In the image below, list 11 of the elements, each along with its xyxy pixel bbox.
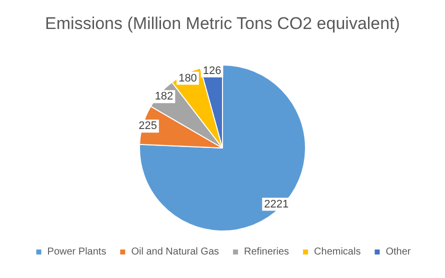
legend-label: Other [386,246,412,258]
chart-title: Emissions (Million Metric Tons CO2 equivalent) [45,14,400,33]
data-label: 182 [154,90,174,103]
legend-label: Oil and Natural Gas [131,246,220,258]
data-label: 225 [138,120,157,132]
data-label: 2221 [264,198,289,210]
legend-label: Power Plants [47,246,106,258]
data-label: 180 [178,72,197,84]
data-label: 126 [202,64,222,77]
legend-label: Refineries [244,246,290,258]
legend-label: Chemicals [314,246,361,258]
